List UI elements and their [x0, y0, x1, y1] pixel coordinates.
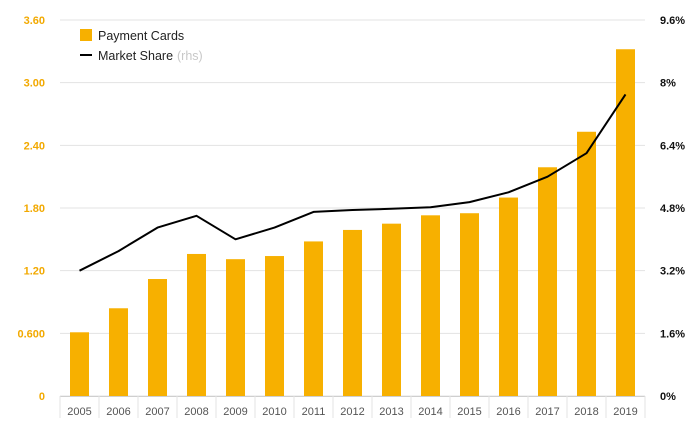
legend-label-market-share: Market Share: [98, 49, 173, 63]
y-right-tick-label: 4.8%: [660, 203, 685, 215]
y-left-tick-label: 2.40: [24, 140, 45, 152]
bar-2016: [499, 197, 518, 396]
bar-2018: [577, 131, 596, 396]
x-tick-label: 2013: [379, 406, 403, 418]
y-left-tick-label: 1.20: [24, 266, 45, 278]
market-share-line: [79, 93, 627, 272]
x-tick-label: 2010: [262, 406, 286, 418]
x-tick-label: 2006: [106, 406, 130, 418]
bar-series: [70, 49, 635, 396]
x-tick-label: 2005: [67, 406, 91, 418]
y-right-tick-label: 8%: [660, 78, 676, 90]
bar-2006: [109, 308, 128, 396]
legend: Payment Cards Market Share (rhs): [80, 29, 203, 63]
y-right-tick-label: 1.6%: [660, 328, 685, 340]
bar-2010: [265, 256, 284, 396]
bar-2013: [382, 223, 401, 396]
y-left-tick-label: 3.00: [24, 78, 45, 90]
bar-2017: [538, 167, 557, 396]
bar-2009: [226, 259, 245, 396]
line-series: [79, 93, 627, 272]
y-left-tick-label: 0.600: [17, 328, 45, 340]
y-left-tick-label: 1.80: [24, 203, 45, 215]
bar-2019: [616, 49, 635, 396]
y-left-tick-label: 3.60: [24, 15, 45, 27]
x-tick-label: 2015: [457, 406, 481, 418]
bar-2008: [187, 253, 206, 396]
bar-2011: [304, 241, 323, 396]
legend-suffix-market-share: (rhs): [177, 49, 203, 63]
x-tick-label: 2009: [223, 406, 247, 418]
x-tick-label: 2007: [145, 406, 169, 418]
bar-2015: [460, 213, 479, 396]
x-tick-label: 2017: [535, 406, 559, 418]
axes: 0 0.600 1.20 1.80 2.40 3.00 3.60 0% 1.6% 3.2% 4.8%…: [17, 15, 685, 418]
x-tick-label: 2011: [302, 406, 326, 418]
legend-swatch-payment-cards: [80, 29, 92, 41]
legend-label-payment-cards: Payment Cards: [98, 29, 184, 43]
y-right-tick-label: 3.2%: [660, 266, 685, 278]
y-right-tick-label: 0%: [660, 391, 676, 403]
x-tick-label: 2012: [340, 406, 364, 418]
bar-2012: [343, 229, 362, 396]
x-tick-label: 2014: [418, 406, 442, 418]
bar-2007: [148, 279, 167, 396]
x-tick-label: 2008: [184, 406, 208, 418]
y-right-tick-label: 9.6%: [660, 15, 685, 27]
bar-2014: [421, 215, 440, 396]
y-left-tick-label: 0: [39, 391, 45, 403]
x-tick-label: 2019: [613, 406, 637, 418]
x-tick-label: 2018: [574, 406, 598, 418]
x-tick-label: 2016: [496, 406, 520, 418]
y-right-tick-label: 6.4%: [660, 140, 685, 152]
bar-2005: [70, 332, 89, 396]
